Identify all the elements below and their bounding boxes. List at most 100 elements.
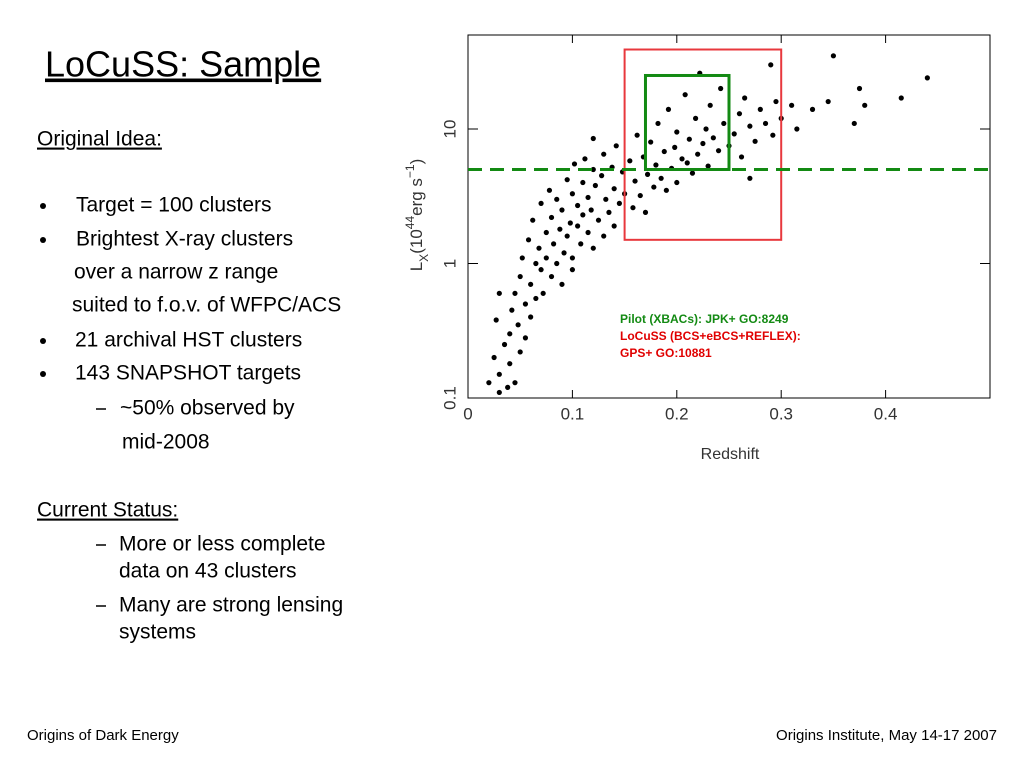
data-point xyxy=(585,194,591,201)
bullet xyxy=(40,203,46,209)
data-point xyxy=(559,207,565,213)
data-point xyxy=(564,233,570,239)
data-point xyxy=(559,281,565,287)
bullet xyxy=(40,237,46,243)
data-point xyxy=(692,115,699,121)
y-tick-label: 10 xyxy=(440,120,459,139)
data-point xyxy=(705,163,711,169)
y-tick-label: 1 xyxy=(440,259,459,268)
data-point xyxy=(603,196,609,202)
data-point xyxy=(567,220,573,226)
data-point xyxy=(525,237,532,243)
data-point xyxy=(569,267,576,273)
y-label-part: erg s xyxy=(407,178,426,216)
data-point xyxy=(554,260,560,267)
data-point xyxy=(679,156,685,162)
bullet-text: More or less complete xyxy=(119,533,326,556)
data-point xyxy=(695,151,701,157)
data-point xyxy=(533,260,539,267)
data-point xyxy=(515,322,521,328)
data-point xyxy=(632,178,638,184)
data-point xyxy=(548,214,555,221)
data-point xyxy=(752,138,758,144)
data-point xyxy=(533,295,539,302)
bullet-text: over a narrow z range xyxy=(74,261,278,284)
data-point xyxy=(501,341,508,348)
data-point xyxy=(601,233,607,239)
data-point xyxy=(747,175,753,181)
bullet-text: suited to f.o.v. of WFPC/ACS xyxy=(72,294,341,317)
y-axis-label: LX(1044erg s−1) xyxy=(403,159,431,272)
data-point xyxy=(522,335,529,341)
data-point xyxy=(575,223,581,229)
y-tick-label: 0.1 xyxy=(440,386,459,410)
data-point xyxy=(530,217,536,223)
data-point xyxy=(507,331,513,337)
data-point xyxy=(762,120,769,127)
data-point xyxy=(661,148,667,155)
data-point xyxy=(538,267,544,273)
data-point xyxy=(703,126,709,132)
data-point xyxy=(569,255,576,261)
data-point xyxy=(924,75,930,81)
data-point xyxy=(543,255,549,261)
bullet-text: ~50% observed by xyxy=(120,397,295,420)
data-point xyxy=(557,226,563,232)
data-point xyxy=(862,102,868,108)
bullet-text: Target = 100 clusters xyxy=(76,194,272,217)
data-point xyxy=(630,205,636,211)
data-point xyxy=(851,120,857,127)
footer-left: Origins of Dark Energy xyxy=(27,727,179,744)
data-point xyxy=(522,301,529,307)
data-point xyxy=(682,92,688,98)
data-point xyxy=(517,273,523,280)
data-point xyxy=(491,354,497,361)
data-point xyxy=(611,186,617,192)
plot-frame xyxy=(467,34,991,399)
x-tick-label: 0.3 xyxy=(769,404,793,423)
data-point xyxy=(578,241,584,247)
data-point xyxy=(569,191,576,197)
y-label-part: ) xyxy=(407,159,426,165)
bullet xyxy=(40,371,46,377)
data-point xyxy=(561,250,567,256)
data-point xyxy=(606,209,612,215)
selection-box xyxy=(643,73,731,171)
data-point xyxy=(582,156,588,162)
data-point xyxy=(736,111,743,117)
data-point xyxy=(707,102,713,108)
annotation: GPS+ GO:10881 xyxy=(620,346,712,360)
data-point xyxy=(486,380,492,386)
bullet-text: 21 archival HST clusters xyxy=(75,329,302,352)
data-point xyxy=(731,131,737,137)
data-point xyxy=(528,314,534,320)
data-point xyxy=(757,106,763,112)
data-point xyxy=(715,148,722,154)
section-heading: Original Idea: xyxy=(37,128,162,151)
data-point xyxy=(809,106,816,112)
data-point xyxy=(856,85,863,92)
y-label-part: −1 xyxy=(403,164,417,178)
data-point xyxy=(770,132,776,138)
x-axis-label: Redshift xyxy=(701,446,760,463)
data-point xyxy=(592,182,598,189)
data-point xyxy=(674,179,680,186)
data-point xyxy=(794,126,800,132)
data-point xyxy=(543,229,549,236)
data-point xyxy=(601,151,607,157)
data-point xyxy=(507,361,513,367)
bullet-text: data on 43 clusters xyxy=(119,560,296,583)
annotation: LoCuSS (BCS+eBCS+REFLEX): xyxy=(620,329,801,343)
data-point xyxy=(663,187,669,193)
data-point xyxy=(637,192,643,199)
data-point xyxy=(644,171,651,177)
data-point xyxy=(538,200,544,206)
data-point xyxy=(634,132,640,138)
selection-box xyxy=(623,48,783,241)
data-point xyxy=(551,241,557,247)
data-point xyxy=(575,202,581,209)
data-point xyxy=(830,53,837,59)
footer-right: Origins Institute, May 14-17 2007 xyxy=(776,727,997,744)
data-point xyxy=(742,95,748,101)
